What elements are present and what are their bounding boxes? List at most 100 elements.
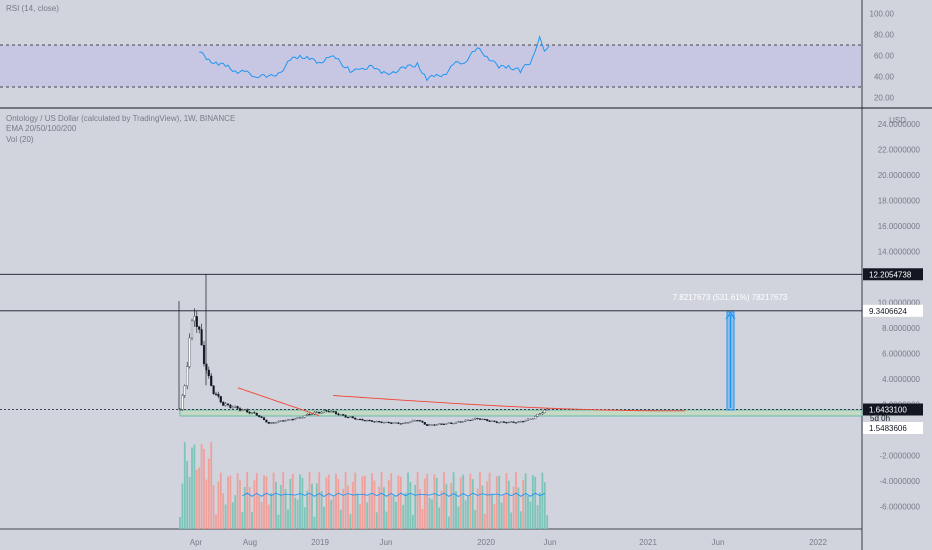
candle-body [454,421,458,424]
volume-bar [409,482,412,529]
volume-bar [397,475,400,529]
volume-bar [421,509,424,529]
volume-bar [447,516,450,529]
candle-body [440,423,443,425]
volume-bar [536,505,539,529]
candle-body [229,404,232,408]
candle-body [342,414,345,416]
candle-body [356,418,359,421]
candle-body [493,420,496,422]
volume-bar [469,473,472,529]
volume-bar [392,495,395,529]
candle-body [330,411,333,413]
candle-body [236,406,239,409]
ema-indicator-label[interactable]: EMA 20/50/100/200 [6,124,77,133]
candle-body [531,418,534,420]
price-candles[interactable] [178,274,549,427]
candle-body [368,420,371,422]
level-tag-bg [863,403,923,416]
candle-body [181,395,184,410]
volume-bar [203,448,205,529]
rsi-band-fill [0,45,862,87]
volume-bar [385,511,388,529]
volume-bar [491,493,493,529]
candle-body [478,418,482,420]
horizontal-levels[interactable] [0,273,862,410]
volume-bar [227,476,229,529]
volume-bar [493,504,496,529]
volume-bar [234,495,237,529]
volume-bar [361,476,364,529]
candle-body [260,416,263,418]
volume-bar [543,482,546,529]
volume-bar [284,489,287,529]
volume-bar [255,473,258,529]
volume-bar [179,517,181,529]
candle-body [195,316,198,328]
candle-body [442,423,446,425]
candle-body [250,412,254,414]
volume-indicator-label[interactable]: Vol (20) [6,135,34,144]
volume-bar [363,475,366,529]
candle-body [349,416,352,418]
candle-body [366,420,369,422]
rsi-indicator-label[interactable]: RSI (14, close) [6,4,59,13]
rsi-tick: 60.00 [874,52,895,61]
candle-body [430,424,434,426]
volume-bar [445,483,448,529]
candle-body [205,363,208,371]
volume-bar [215,514,217,529]
volume-bar [498,475,501,529]
volume-bar [349,514,352,529]
volume-bar [366,502,369,529]
time-label: 2020 [477,538,495,547]
candle-body [238,408,242,411]
volume-bar [205,479,208,529]
volume-bar [306,490,309,529]
symbol-title[interactable]: Ontology / US Dollar (calculated by Trad… [6,114,236,123]
volume-bar [481,485,484,529]
volume-bar [488,472,491,529]
volume-bar [503,494,505,529]
volume-bars [179,442,549,529]
volume-bar [459,477,462,529]
candle-body [286,419,290,421]
candle-body [502,421,506,423]
candle-body [517,421,520,423]
volume-bar [294,497,297,529]
level-tag-label: 1.5483606 [869,424,907,433]
volume-bar [541,472,544,529]
candle-body [327,410,330,413]
price-range-measure[interactable]: 7.8217673 (531.61%) 78217673 [673,293,788,411]
volume-bar [411,514,414,529]
currency-label: USD [889,116,906,125]
candle-body [505,422,508,424]
candle-body [224,403,227,406]
volume-bar [188,476,191,529]
volume-bar [186,460,189,529]
volume-bar [303,507,306,529]
volume-bar [198,467,201,529]
candle-body [361,418,364,421]
volume-bar [414,484,417,529]
volume-bar [471,479,474,529]
volume-bar [378,486,381,529]
volume-bar [287,509,289,529]
candle-body [418,420,422,422]
volume-bar [282,472,285,529]
volume-bar [308,472,311,529]
candle-body [433,424,436,426]
volume-bar [483,513,486,529]
candle-body [322,410,326,413]
volume-bar [402,504,405,529]
support-zone[interactable] [179,409,863,417]
price-tick: 6.0000000 [882,349,920,358]
candle-body [438,423,441,425]
candle-body [510,421,513,423]
candle-body [426,424,429,426]
volume-bar [390,473,393,529]
candle-body [490,420,494,422]
volume-bar [243,486,246,529]
volume-bar [375,512,378,529]
